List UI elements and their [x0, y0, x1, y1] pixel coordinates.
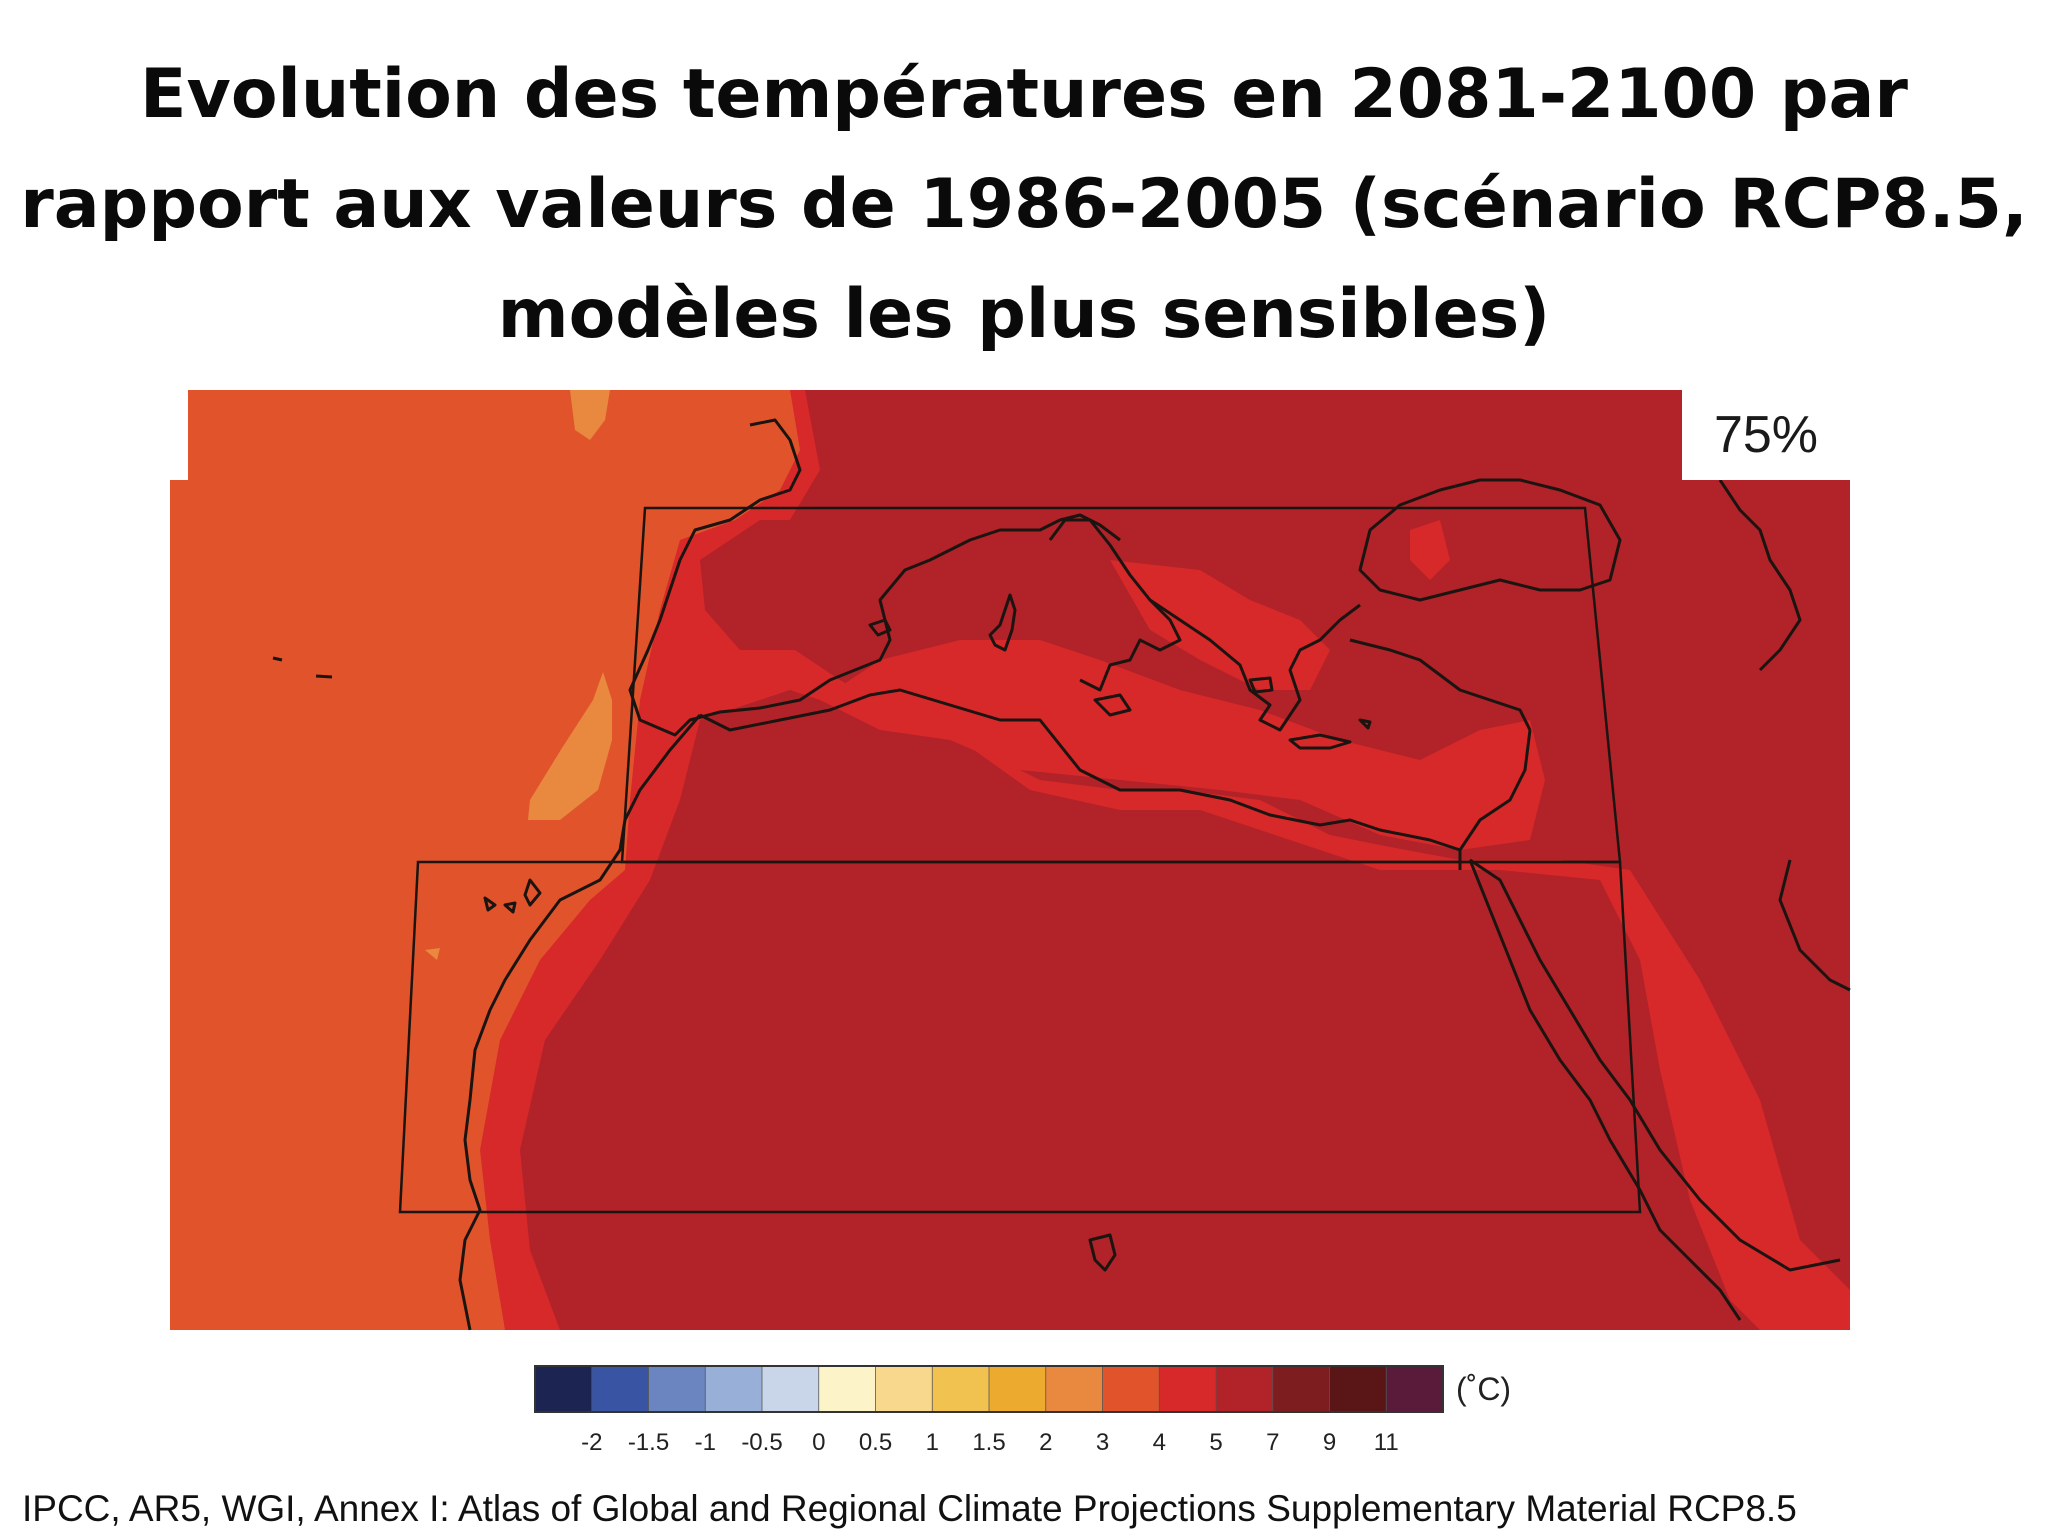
map-zone-4-5-blacksea: [1410, 520, 1450, 580]
colorbar-swatch: [1215, 1365, 1274, 1413]
title-line-1: Evolution des températures en 2081-2100 …: [140, 55, 1908, 134]
colorbar-tick-label: 9: [1323, 1429, 1336, 1456]
map-zone-4-5-mediterranean: [820, 640, 1545, 850]
title-line-3: modèles les plus sensibles): [497, 275, 1551, 354]
percentile-label: 75%: [1714, 406, 1818, 464]
colorbar-tick-label: 5: [1209, 1429, 1222, 1456]
colorbar-tick-label: -0.5: [741, 1429, 782, 1456]
title-line-2: rapport aux valeurs de 1986-2005 (scénar…: [20, 165, 2028, 244]
colorbar-swatches: [534, 1365, 1444, 1413]
colorbar-swatch: [1385, 1365, 1444, 1413]
colorbar-tick-label: 4: [1153, 1429, 1166, 1456]
colorbar-swatch: [988, 1365, 1047, 1413]
percentile-label-box: [1682, 390, 1850, 480]
colorbar-swatch: [704, 1365, 763, 1413]
colorbar-tick-label: -2: [581, 1429, 602, 1456]
map-zone-2-3-canary: [528, 672, 612, 820]
colorbar-tick-label: -1: [695, 1429, 716, 1456]
map-zone-5-7-sahara: [520, 690, 1760, 1330]
colorbar-ticks: -2 -1.5 -1 -0.5 0 0.5 1 1.5 2 3 4 5 7 9 11: [581, 1429, 1399, 1456]
colorbar-tick-label: 1: [926, 1429, 939, 1456]
colorbar-swatch: [875, 1365, 934, 1413]
region-boxes: [398, 506, 1642, 1214]
page-title: Evolution des températures en 2081-2100 …: [0, 40, 2048, 370]
map-zone-2-3-island: [425, 948, 440, 960]
colorbar-swatch: [648, 1365, 707, 1413]
colorbar-tick-label: 7: [1266, 1429, 1279, 1456]
map-zone-2-3-north: [570, 390, 610, 440]
colorbar-swatch: [818, 1365, 877, 1413]
colorbar-swatch: [1045, 1365, 1104, 1413]
source-citation: IPCC, AR5, WGI, Annex I: Atlas of Global…: [22, 1488, 1797, 1529]
colorbar-tick-label: -1.5: [628, 1429, 669, 1456]
coastlines: [272, 418, 1851, 1331]
colorbar-frame: [534, 1365, 1444, 1413]
colorbar-swatch: [1102, 1365, 1161, 1413]
colorbar-swatch: [1329, 1365, 1388, 1413]
colorbar-tick-label: 2: [1039, 1429, 1052, 1456]
colorbar-tick-label: 0: [812, 1429, 825, 1456]
colorbar-tick-label: 3: [1096, 1429, 1109, 1456]
map-zone-5-7-iberia: [700, 520, 900, 650]
colorbar-unit: (˚C): [1456, 1371, 1511, 1407]
colorbar-swatch: [534, 1365, 593, 1413]
colorbar-swatch: [591, 1365, 650, 1413]
colorbar-tick-label: 0.5: [859, 1429, 892, 1456]
map-zone-4-5-balkans: [1110, 560, 1330, 690]
colorbar-tick-label: 1.5: [972, 1429, 1005, 1456]
colorbar-tick-label: 11: [1374, 1429, 1399, 1456]
region-box-sahara: [398, 860, 1642, 1214]
colorbar-swatch: [1158, 1365, 1217, 1413]
colorbar-swatch: [1272, 1365, 1331, 1413]
colorbar-swatch: [931, 1365, 990, 1413]
colorbar-swatch: [761, 1365, 820, 1413]
